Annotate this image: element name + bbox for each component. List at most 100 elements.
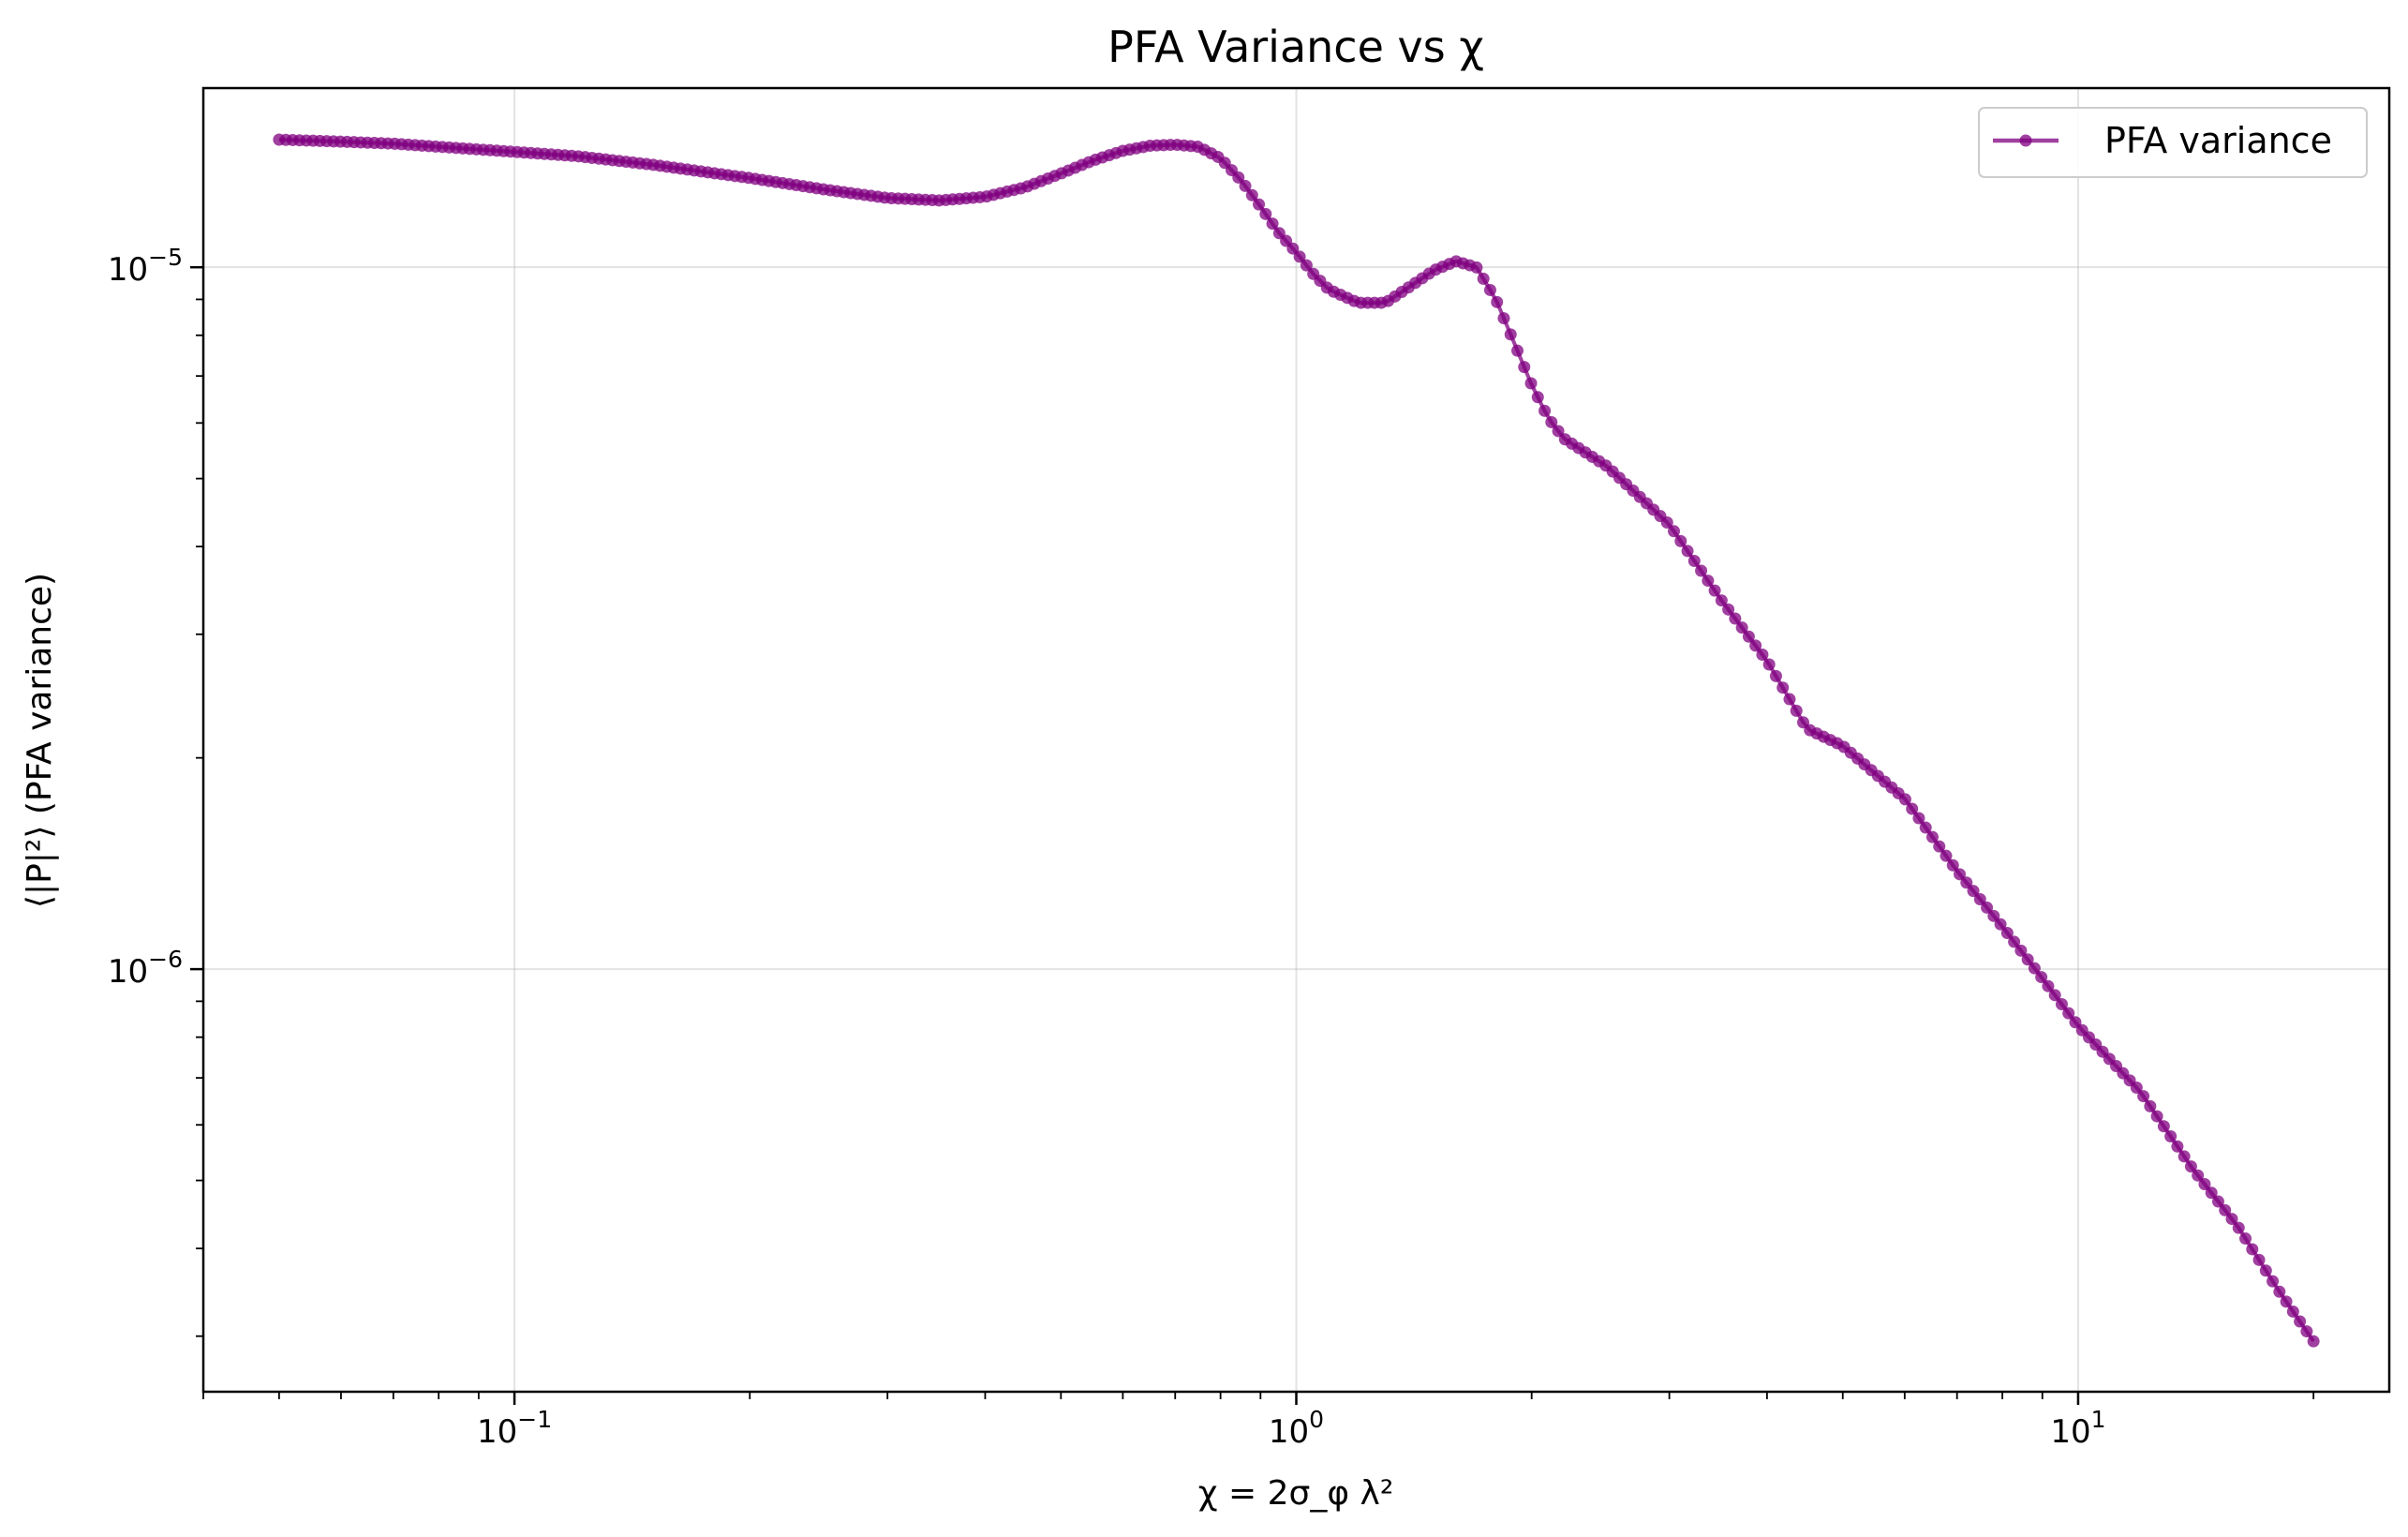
data-point [1987,909,2000,922]
data-point [1981,901,1994,914]
data-point [2150,1110,2163,1123]
data-point [2171,1140,2184,1153]
data-point [1742,630,1755,643]
data-point [1477,272,1490,285]
data-point [2252,1253,2266,1266]
data-point [2035,971,2048,984]
data-point [1994,918,2007,931]
data-point [2267,1275,2280,1288]
data-point [2184,1160,2197,1173]
data-point [1715,594,1728,607]
data-point [1695,564,1708,577]
data-point [1898,793,1911,806]
data-point [1531,391,1544,404]
data-point [2137,1090,2150,1103]
data-point [1545,415,1558,428]
data-point [2300,1325,2313,1338]
data-point [2246,1243,2259,1256]
data-point [1702,575,1715,588]
data-point [1749,639,1762,652]
data-point [1286,242,1300,255]
data-point [2042,979,2055,992]
legend: PFA variance [1978,107,2368,178]
data-point [1524,377,1538,390]
data-point [2014,944,2028,957]
legend-entry-label: PFA variance [2104,120,2332,161]
data-point [2294,1315,2307,1328]
data-point [1232,171,1245,184]
data-point [1239,179,1252,192]
x-axis-label: χ = 2σ_φ λ² [1198,1474,1394,1513]
data-point [2055,997,2068,1010]
data-point [2028,962,2041,975]
data-point [1722,603,1735,616]
data-point [1538,404,1552,417]
legend-box [1978,107,2368,178]
data-point [1925,830,1939,843]
data-point [1483,283,1496,296]
grid [203,88,2389,1392]
data-point [1769,669,1782,682]
data-point [2211,1195,2224,1208]
data-point [1518,361,1531,374]
data-point [1552,425,1565,438]
data-point [1912,812,1925,825]
data-point [1660,515,1673,529]
data-point [1919,821,1932,834]
data-point [2192,1169,2205,1182]
data-point [1762,658,1776,671]
data-point [1797,716,1809,729]
data-point [2198,1177,2211,1190]
data-point [1735,621,1748,634]
y-axis-label: ⟨|P|²⟩ (PFA variance) [21,573,59,908]
data-point [1668,525,1681,538]
data-point [1790,704,1803,717]
data-point [1783,693,1796,706]
data-point [1967,885,1980,898]
data-point [1946,858,1959,872]
data-point [2259,1264,2272,1277]
data-point [1681,545,1694,558]
data-point [2164,1130,2178,1142]
data-point [2048,989,2061,1002]
data-point [1756,649,1769,662]
data-point [2157,1120,2170,1133]
data-point [1954,868,1967,881]
data-point [2232,1221,2245,1234]
data-point [1259,207,1272,220]
data-point [2225,1213,2238,1226]
data-point [1940,849,1953,862]
data-point [2021,953,2034,966]
data-point [1300,259,1313,272]
data-point [1511,344,1524,357]
data-point [2205,1186,2218,1200]
legend-marker-swatch [2019,134,2032,147]
data-point [2062,1007,2075,1020]
data-point [1253,198,1266,211]
data-point [2178,1150,2191,1163]
data-point [2144,1099,2157,1112]
data-point [2307,1335,2320,1348]
data-point [1266,217,1279,231]
data-point [1497,312,1510,325]
data-point [2130,1081,2143,1094]
data-point [2239,1232,2252,1246]
data-point [1491,295,1504,308]
data-point [2280,1295,2293,1308]
series-layer [273,133,2320,1348]
data-point [1960,876,1973,889]
data-point [1504,328,1517,341]
data-point [2008,935,2021,948]
chart-title: PFA Variance vs χ [1107,22,1484,72]
data-point [1729,612,1742,625]
data-point [2219,1203,2232,1216]
data-point [1776,681,1790,694]
data-point [2273,1285,2286,1298]
data-point [1973,893,1986,906]
data-point [1906,802,1919,815]
data-point [2286,1305,2299,1318]
data-point [1470,261,1483,274]
data-point [2000,926,2014,939]
